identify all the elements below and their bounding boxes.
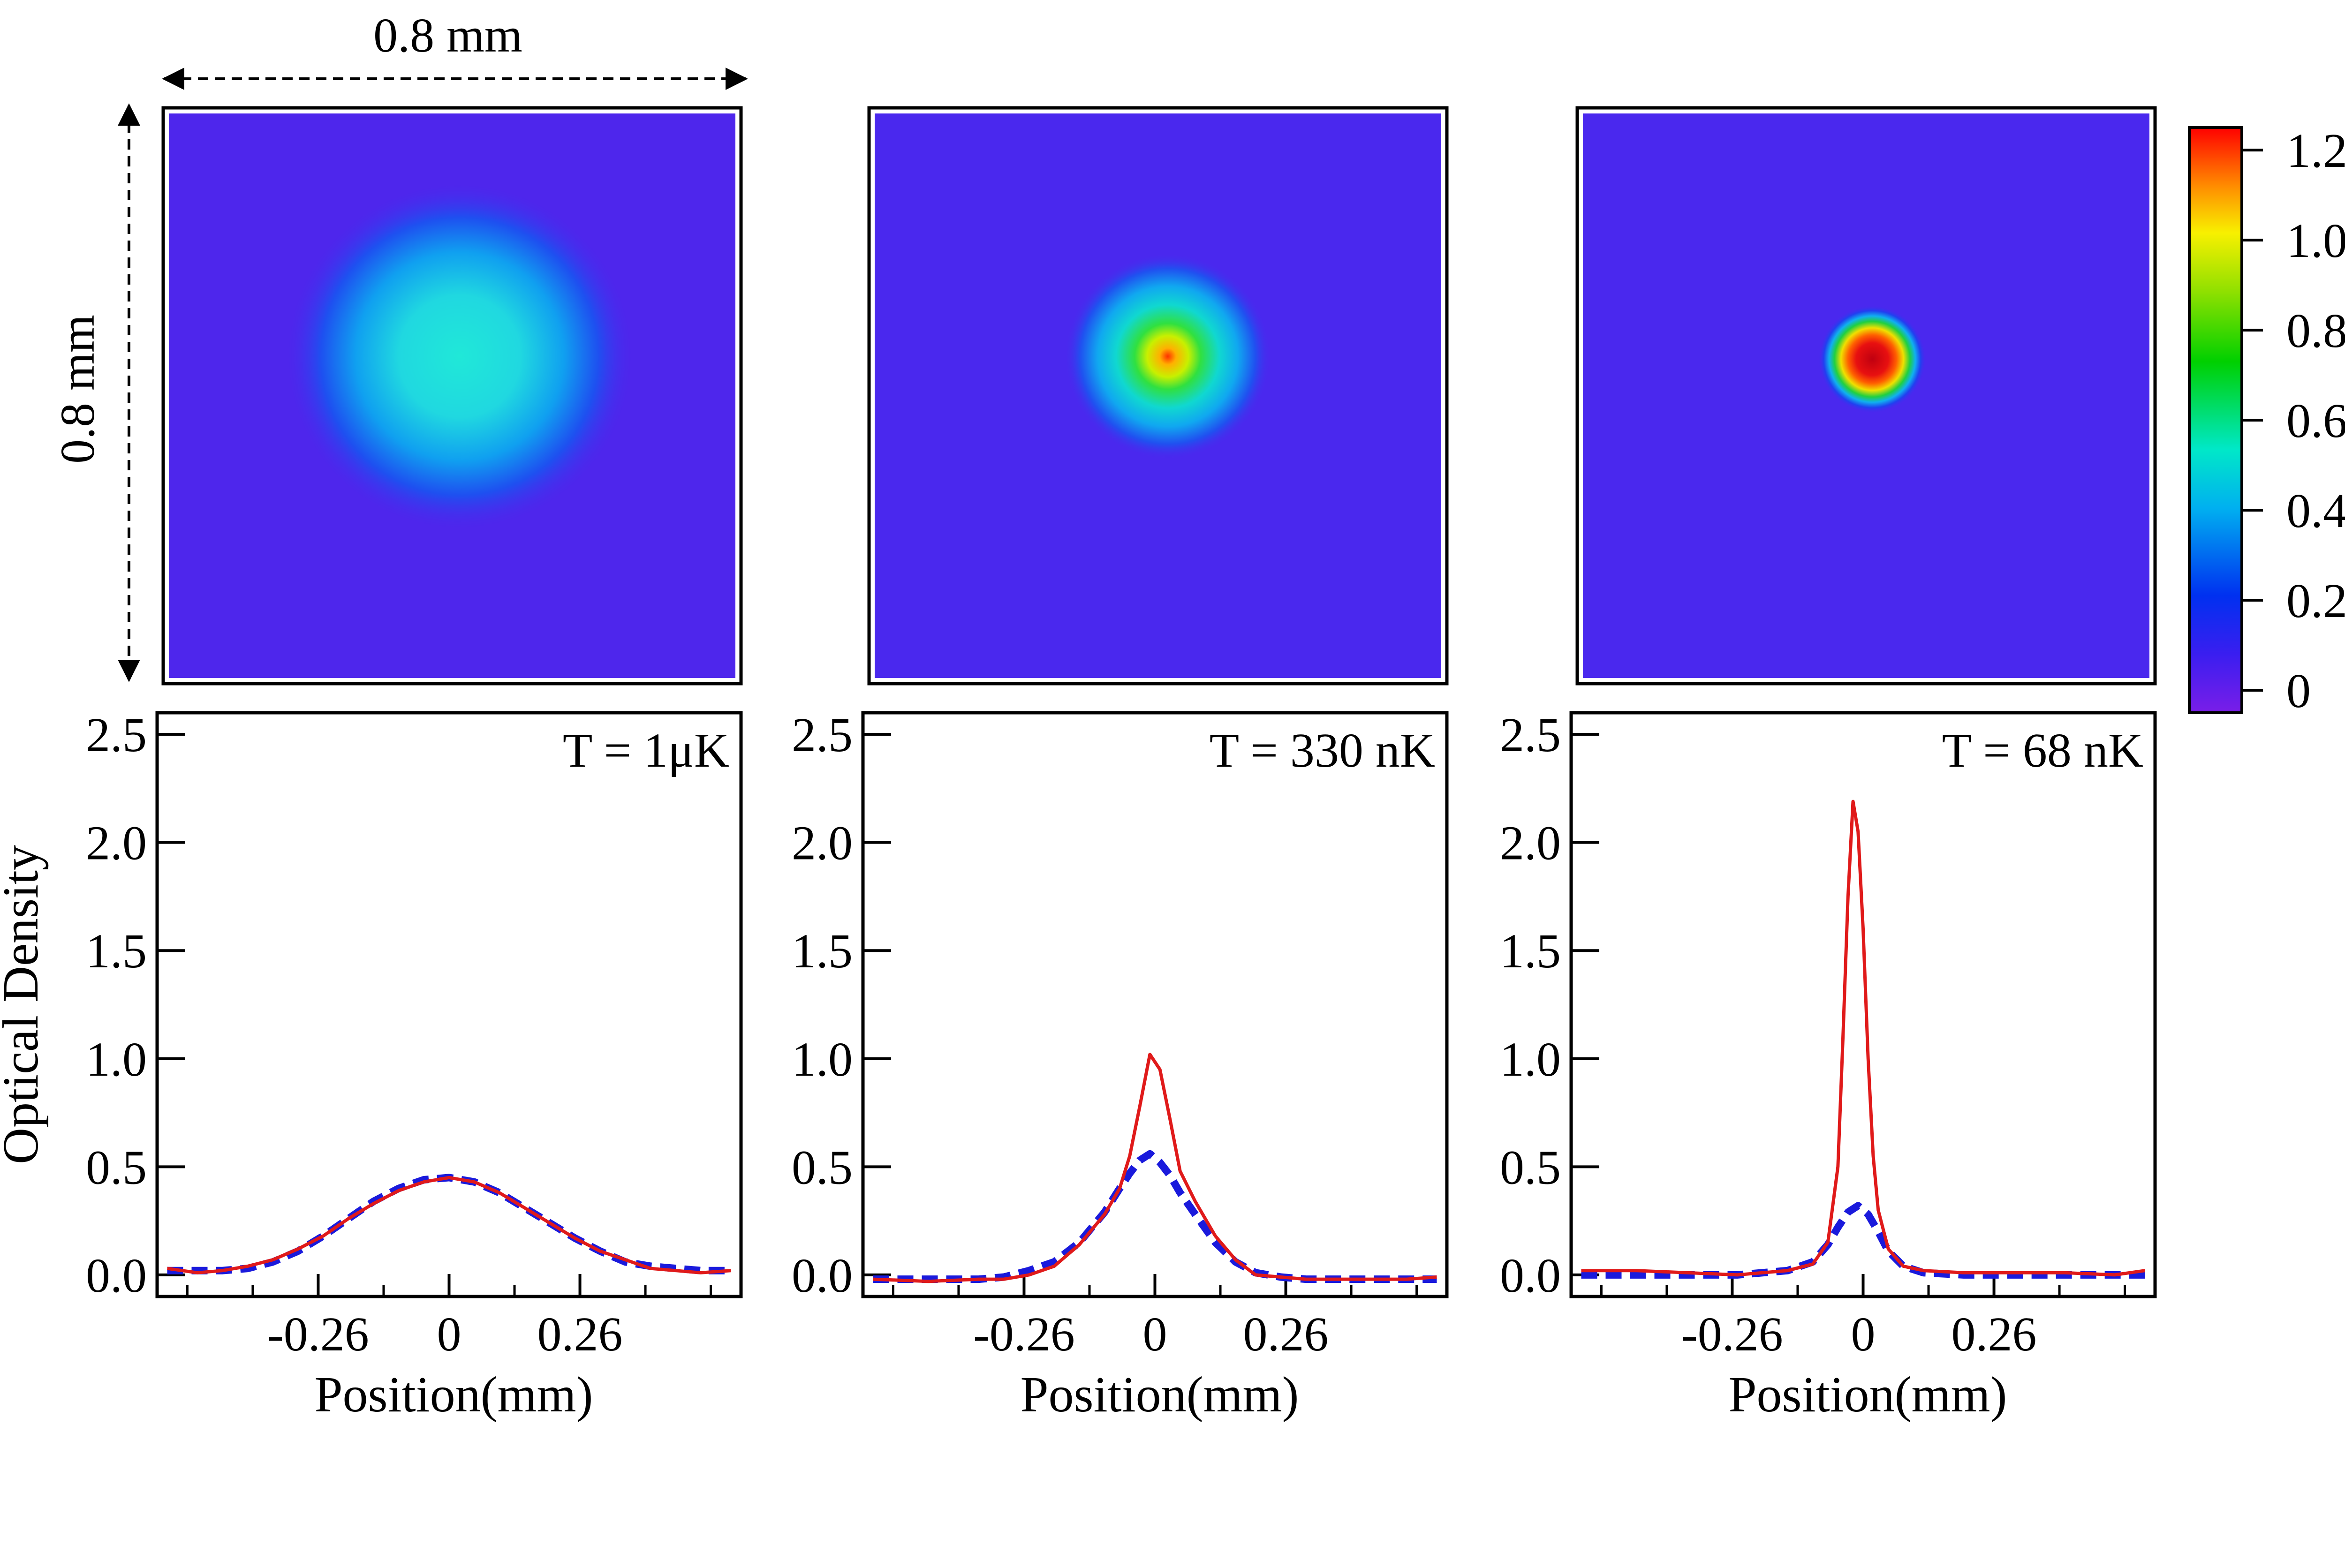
x-tick-label: 0.26	[537, 1307, 623, 1361]
y-tick-label: 0.5	[792, 1140, 853, 1194]
y-tick-label: 2.5	[1500, 708, 1561, 762]
x-tick-label: -0.26	[1681, 1307, 1783, 1361]
fit-curve-dashed	[167, 1174, 731, 1274]
y-axis-label: Optical Density	[0, 845, 49, 1164]
y-tick-label: 1.5	[792, 924, 853, 978]
vertical-dimension-label: 0.8 mm	[51, 315, 105, 464]
x-tick-label: 0	[437, 1307, 461, 1361]
x-tick-label: 0.26	[1952, 1307, 2037, 1361]
temperature-annotation: T = 330 nK	[1210, 724, 1435, 777]
plot-frame	[1569, 711, 2157, 1298]
temperature-annotation: T = 1μK	[563, 724, 729, 777]
fit-curve-dashed	[873, 1150, 1437, 1283]
od-profile-line	[167, 1176, 731, 1274]
y-tick-label: 1.0	[792, 1033, 853, 1086]
y-tick-label: 2.0	[86, 816, 147, 870]
y-tick-label: 1.5	[1500, 924, 1561, 978]
profile-plot-3: 2.5 2.0 1.5 1.0 0.5 0.0 -0.26 0 0.26 Position(mm)…	[1500, 708, 2157, 1423]
atom-cloud-1	[286, 183, 633, 530]
x-axis-label: Position(mm)	[1728, 1367, 2007, 1423]
y-tick-label: 1.5	[86, 924, 147, 978]
y-tick-label: 2.5	[86, 708, 147, 762]
colorbar-tick-label: 0.2	[2286, 574, 2345, 628]
y-tick-label: 0.0	[86, 1249, 147, 1303]
y-tick-label: 2.5	[792, 708, 853, 762]
x-tick-label: 0	[1143, 1307, 1167, 1361]
colorbar-ticks: 1.2 1.0 0.8 0.6 0.4 0.2 0	[2242, 124, 2345, 718]
colorbar: 1.2 1.0 0.8 0.6 0.4 0.2 0	[2188, 124, 2345, 718]
atom-cloud-2	[1065, 253, 1271, 460]
plot-frame	[155, 711, 743, 1298]
od-profile-line	[873, 1053, 1437, 1283]
y-tick-label: 0.0	[792, 1249, 853, 1303]
x-tick-label: -0.26	[973, 1307, 1075, 1361]
x-axis-label: Position(mm)	[314, 1367, 593, 1423]
y-tick-label: 2.0	[792, 816, 853, 870]
colorbar-tick-label: 0.8	[2286, 304, 2345, 358]
dimension-annotations: 0.8 mm 0.8 mm	[51, 8, 748, 682]
temperature-annotation: T = 68 nK	[1942, 724, 2143, 777]
horizontal-dimension-label: 0.8 mm	[373, 8, 522, 62]
profile-plot-1: 2.5 2.0 1.5 1.0 0.5 0.0 -0.26 0 0.26 Position(mm)…	[0, 708, 743, 1423]
y-tick-label: 2.0	[1500, 816, 1561, 870]
colorbar-tick-label: 1.2	[2286, 124, 2345, 178]
x-axis-label: Position(mm)	[1020, 1367, 1299, 1423]
x-tick-label: -0.26	[267, 1307, 369, 1361]
colorbar-tick-label: 0	[2286, 664, 2311, 718]
colorbar-gradient	[2188, 126, 2243, 714]
colorbar-tick-label: 0.6	[2286, 394, 2345, 448]
colorbar-tick-label: 1.0	[2286, 214, 2345, 268]
y-tick-label: 0.5	[86, 1140, 147, 1194]
y-tick-label: 1.0	[86, 1033, 147, 1086]
profile-plots: 2.5 2.0 1.5 1.0 0.5 0.0 -0.26 0 0.26 Position(mm)…	[0, 708, 2157, 1423]
x-tick-label: 0	[1851, 1307, 1876, 1361]
x-tick-label: 0.26	[1243, 1307, 1329, 1361]
absorption-image-1	[161, 106, 743, 686]
absorption-image-2	[867, 106, 1449, 686]
atom-cloud-3	[1818, 305, 1926, 413]
absorption-image-3	[1575, 106, 2157, 686]
od-profile-line	[1581, 799, 2145, 1277]
plot-frame	[861, 711, 1449, 1298]
y-tick-label: 0.5	[1500, 1140, 1561, 1194]
y-tick-label: 0.0	[1500, 1249, 1561, 1303]
profile-plot-2: 2.5 2.0 1.5 1.0 0.5 0.0 -0.26 0 0.26 Position(mm)…	[792, 708, 1449, 1423]
fit-curve-dashed	[1581, 1202, 2145, 1279]
colorbar-tick-label: 0.4	[2286, 484, 2345, 538]
y-tick-label: 1.0	[1500, 1033, 1561, 1086]
